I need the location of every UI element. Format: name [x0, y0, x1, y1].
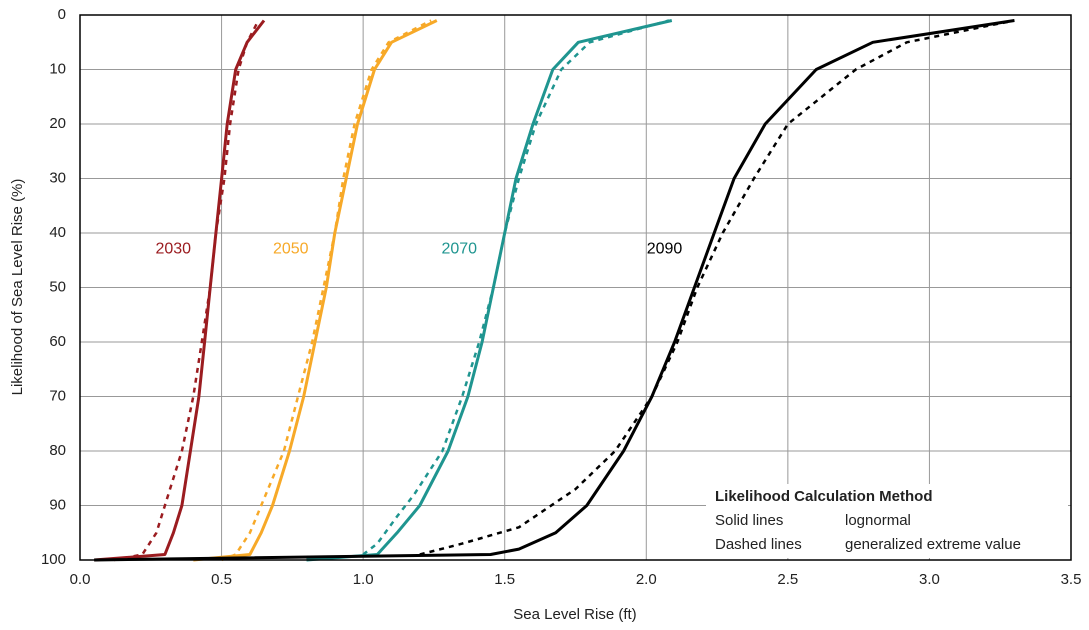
series-line	[419, 19, 1015, 556]
y-tick-label: 0	[58, 6, 66, 23]
series-line	[306, 19, 673, 562]
series-line	[94, 19, 1015, 562]
y-tick-label: 90	[49, 496, 66, 513]
x-tick-label: 2.0	[636, 571, 657, 588]
x-tick-label: 2.5	[777, 571, 798, 588]
x-tick-label: 1.0	[353, 571, 374, 588]
y-tick-label: 80	[49, 442, 66, 459]
y-tick-label: 100	[41, 551, 66, 568]
series-line	[94, 19, 266, 562]
legend-style: Dashed lines	[715, 536, 802, 553]
legend-method: generalized extreme value	[845, 536, 1021, 553]
labels: 0.0 0.5 1.0 1.5 2.0 2.5 3.0 3.50102030405060708…	[41, 6, 1081, 588]
y-tick-label: 30	[49, 169, 66, 186]
y-tick-label: 50	[49, 278, 66, 295]
plot-frame	[79, 14, 1072, 561]
y-tick-label: 20	[49, 115, 66, 132]
grid	[79, 14, 1072, 561]
legend-method: lognormal	[845, 512, 911, 529]
series-label: 2090	[647, 240, 683, 257]
y-axis-title: Likelihood of Sea Level Rise (%)	[9, 179, 26, 396]
legend-style: Solid lines	[715, 512, 783, 529]
x-tick-label: 0.0	[70, 571, 91, 588]
series-line	[362, 19, 670, 556]
x-tick-label: 3.5	[1061, 571, 1082, 588]
series-label: 2030	[155, 240, 191, 257]
series-label: 2050	[273, 240, 309, 257]
x-tick-label: 1.5	[494, 571, 515, 588]
x-tick-label: 3.0	[919, 571, 940, 588]
legend-title: Likelihood Calculation Method	[715, 488, 933, 505]
x-tick-label: 0.5	[211, 571, 232, 588]
series-line	[193, 19, 438, 562]
y-tick-label: 40	[49, 224, 66, 241]
y-tick-label: 10	[49, 60, 66, 77]
legend-box	[706, 484, 1068, 558]
series-line	[221, 19, 432, 562]
y-tick-label: 60	[49, 333, 66, 350]
series-label: 2070	[441, 240, 477, 257]
lines	[94, 19, 1015, 562]
y-tick-label: 70	[49, 387, 66, 404]
x-axis-title: Sea Level Rise (ft)	[513, 606, 636, 623]
